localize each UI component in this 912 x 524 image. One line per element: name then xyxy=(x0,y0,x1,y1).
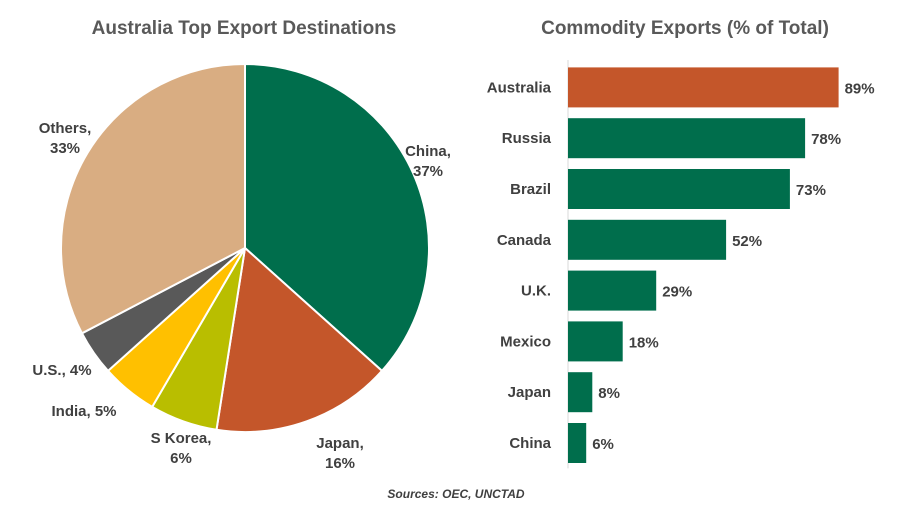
pie-slice-5 xyxy=(59,62,246,335)
bar-3 xyxy=(568,219,727,260)
bar-category-label-4: U.K. xyxy=(521,283,551,300)
bar-value-label-7: 6% xyxy=(592,436,614,453)
pie-label-3: India, 5% xyxy=(51,403,116,420)
pie-label-4: U.S., 4% xyxy=(32,362,91,379)
bar-value-label-5: 18% xyxy=(629,334,659,351)
bar-category-label-5: Mexico xyxy=(500,333,551,350)
bar-chart: Australia 89% Russia 78% Brazil 73% Canada 52% U… xyxy=(487,60,875,469)
bar-value-label-6: 8% xyxy=(598,385,620,402)
pie-slice-1 xyxy=(215,246,384,433)
pie-label-0: China, 37% xyxy=(405,143,451,180)
bar-2 xyxy=(568,169,790,209)
bar-value-label-1: 78% xyxy=(811,131,841,148)
bar-4 xyxy=(568,270,657,311)
pie-slice-0 xyxy=(244,62,430,373)
pie-label-2: S Korea, 6% xyxy=(151,430,212,467)
bar-category-label-1: Russia xyxy=(502,130,552,147)
bar-6 xyxy=(568,372,593,413)
source-note: Sources: OEC, UNCTAD xyxy=(387,487,524,501)
bar-value-label-3: 52% xyxy=(732,233,762,250)
pie-chart-title: Australia Top Export Destinations xyxy=(92,18,397,39)
bar-value-label-0: 89% xyxy=(845,80,875,97)
bar-category-label-6: Japan xyxy=(508,384,551,401)
bar-value-label-2: 73% xyxy=(796,182,826,199)
pie-label-5: Others, 33% xyxy=(39,120,92,157)
bar-chart-title: Commodity Exports (% of Total) xyxy=(541,18,829,39)
bar-category-label-7: China xyxy=(509,435,551,452)
bar-7 xyxy=(568,423,587,463)
bar-value-label-4: 29% xyxy=(662,284,692,301)
bar-category-label-3: Canada xyxy=(497,232,552,249)
bar-1 xyxy=(568,118,806,159)
bar-0 xyxy=(568,67,839,108)
bar-category-label-2: Brazil xyxy=(510,181,551,198)
pie-label-1: Japan, 16% xyxy=(316,435,364,472)
bar-5 xyxy=(568,321,623,362)
pie-labels: China, 37% Japan, 16% S Korea, 6% India, 5% U.S… xyxy=(32,120,451,472)
bar-category-label-0: Australia xyxy=(487,79,552,96)
pie-chart xyxy=(59,62,430,433)
